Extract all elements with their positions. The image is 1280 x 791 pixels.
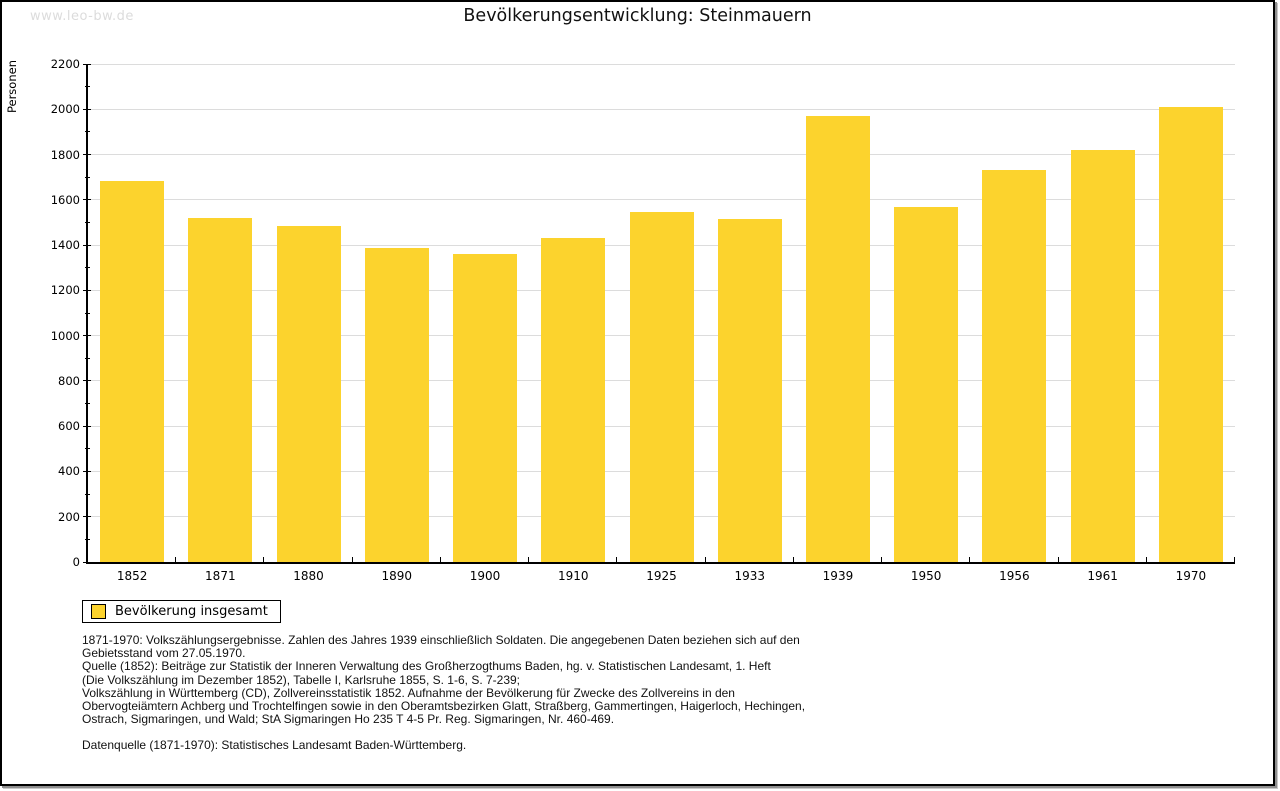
footnote-line: Obervogteiämtern Achberg und Trochtelfin… <box>82 699 806 714</box>
y-major-tick <box>83 516 91 518</box>
x-tick-label: 1852 <box>116 569 148 583</box>
y-tick-label: 2000 <box>50 102 80 117</box>
x-boundary-tick <box>969 557 971 562</box>
y-major-tick <box>83 380 91 382</box>
x-tick-label: 1939 <box>822 569 854 583</box>
bar <box>982 170 1047 562</box>
x-boundary-tick <box>1145 557 1147 562</box>
datasource-line: Datenquelle (1871-1970): Statistisches L… <box>82 738 467 753</box>
y-minor-tick <box>85 312 90 314</box>
x-tick-label: 1950 <box>910 569 942 583</box>
y-tick-label: 1000 <box>50 328 80 343</box>
y-tick-label: 600 <box>58 419 80 434</box>
y-minor-tick <box>85 131 90 133</box>
x-tick-label: 1910 <box>557 569 589 583</box>
x-boundary-tick <box>351 557 353 562</box>
watermark: www.leo-bw.de <box>30 9 134 24</box>
bar <box>188 218 253 562</box>
x-boundary-tick <box>263 557 265 562</box>
y-tick-label: 1800 <box>50 147 80 162</box>
footnote-line: Gebietsstand vom 27.05.1970. <box>82 646 246 661</box>
footnote-line: Volkszählung in Württemberg (CD), Zollve… <box>82 685 735 700</box>
y-minor-tick <box>85 493 90 495</box>
y-minor-tick <box>85 221 90 223</box>
y-major-tick <box>83 199 91 201</box>
footnotes: 1871-1970: Volkszählungsergebnisse. Zahl… <box>82 633 1202 753</box>
bar <box>805 115 870 562</box>
y-tick-label: 2200 <box>50 57 80 71</box>
bar <box>1158 107 1223 562</box>
footnote-line: Quelle (1852): Beiträge zur Statistik de… <box>82 659 771 674</box>
x-tick-label: 1900 <box>469 569 501 583</box>
x-boundary-tick <box>1234 557 1235 562</box>
chart-title: Bevölkerungsentwicklung: Steinmauern <box>463 6 812 26</box>
y-tick-label: 1600 <box>50 192 80 207</box>
y-major-tick <box>83 470 91 472</box>
x-boundary-tick <box>616 557 618 562</box>
y-tick-label: 1200 <box>50 283 80 298</box>
x-tick-label: 1956 <box>999 569 1030 583</box>
y-tick-label: 0 <box>72 555 80 569</box>
x-tick-label: 1961 <box>1087 569 1118 583</box>
bar <box>1070 149 1135 562</box>
x-tick-label: 1890 <box>381 569 413 583</box>
legend-label: Bevölkerung insgesamt <box>115 604 268 619</box>
y-major-tick <box>83 108 91 110</box>
y-tick-label: 200 <box>58 509 80 524</box>
y-tick-label: 1400 <box>50 238 80 253</box>
y-minor-tick <box>85 267 90 269</box>
bar <box>453 254 518 562</box>
y-minor-tick <box>85 448 90 450</box>
y-major-tick <box>83 425 91 427</box>
y-axis-title: Personen <box>5 60 19 114</box>
x-tick-label: 1933 <box>734 569 765 583</box>
x-tick-label: 1970 <box>1175 569 1207 583</box>
x-tick-label: 1880 <box>293 569 324 583</box>
y-major-tick <box>83 289 91 291</box>
y-major-tick <box>83 561 91 563</box>
gridline <box>88 199 1235 201</box>
y-major-tick <box>83 244 91 246</box>
y-major-tick <box>83 63 91 65</box>
y-major-tick <box>83 154 91 156</box>
y-major-tick <box>83 335 91 337</box>
footnote-line: 1871-1970: Volkszählungsergebnisse. Zahl… <box>82 633 800 647</box>
gridline <box>88 154 1235 156</box>
x-boundary-tick <box>792 557 794 562</box>
footnote-line: (Die Volkszählung im Dezember 1852), Tab… <box>82 672 521 687</box>
x-tick-label: 1871 <box>205 569 236 583</box>
gridline <box>88 108 1235 110</box>
bar <box>364 248 429 562</box>
bar <box>541 237 606 562</box>
bar <box>276 225 341 562</box>
y-minor-tick <box>85 176 90 178</box>
y-tick-label: 800 <box>58 373 80 388</box>
bar <box>629 212 694 562</box>
x-boundary-tick <box>704 557 706 562</box>
footnote-line: Ostrach, Sigmaringen, und Wald; StA Sigm… <box>82 712 615 727</box>
y-tick-label: 400 <box>58 464 80 479</box>
y-minor-tick <box>85 86 90 88</box>
gridline <box>88 63 1235 65</box>
x-boundary-tick <box>439 557 441 562</box>
y-minor-tick <box>85 357 90 359</box>
bar <box>100 180 165 562</box>
x-boundary-tick <box>175 557 177 562</box>
bar <box>717 218 782 562</box>
legend-box: Bevölkerung insgesamt <box>82 600 281 623</box>
bar <box>894 207 959 562</box>
x-boundary-tick <box>881 557 883 562</box>
y-minor-tick <box>85 403 90 405</box>
legend-swatch-icon <box>91 604 106 619</box>
plot-area: 0 200 400 600 800 1000 1200 1400 1600 1800 2000 220… <box>51 57 1235 583</box>
x-boundary-tick <box>1057 557 1059 562</box>
x-tick-label: 1925 <box>646 569 677 583</box>
y-minor-tick <box>85 538 90 540</box>
x-boundary-tick <box>528 557 530 562</box>
